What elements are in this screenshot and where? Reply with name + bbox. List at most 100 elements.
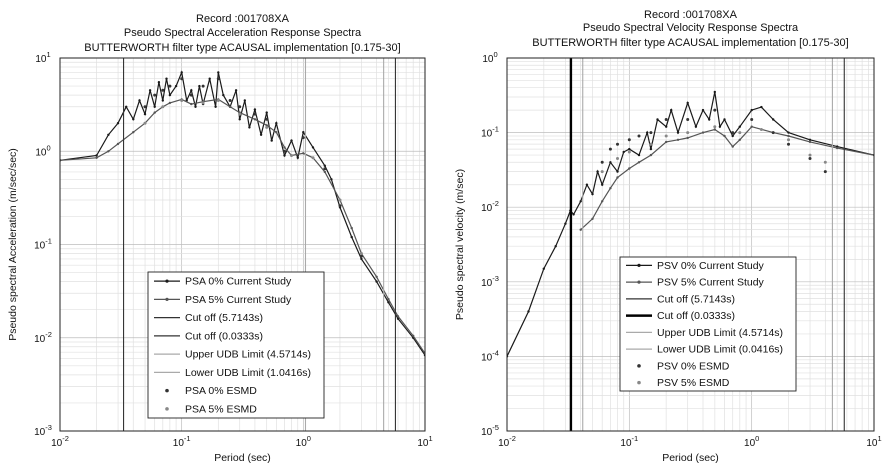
data-point <box>161 88 165 92</box>
data-point <box>165 77 168 80</box>
data-point <box>194 105 197 109</box>
data-point <box>338 198 342 202</box>
chart-1: Record :001708XA Pseudo Spectral Accelera… <box>7 13 433 464</box>
data-point <box>601 200 604 203</box>
data-point <box>646 131 649 134</box>
data-point <box>180 71 183 74</box>
data-point <box>601 183 604 186</box>
data-point <box>359 254 363 258</box>
data-point <box>301 136 305 140</box>
x-tick-label: 101 <box>417 434 432 449</box>
data-point <box>360 257 363 261</box>
series-7 <box>600 108 827 174</box>
data-point <box>95 154 98 157</box>
data-point <box>387 297 390 301</box>
data-point <box>787 138 790 142</box>
legend-entry: PSA 5% Current Study <box>154 294 292 306</box>
x-axis-label: Period (sec) <box>214 452 271 464</box>
legend: PSV 0% Current Study PSV 5% Current Study… <box>619 256 797 392</box>
data-point <box>222 93 225 97</box>
data-point <box>283 149 286 153</box>
chart-title-line: Record :001708XA <box>644 9 738 21</box>
data-point <box>265 124 268 127</box>
data-point <box>161 99 164 102</box>
data-point <box>808 153 812 157</box>
data-point <box>609 187 612 190</box>
legend-entry: Upper UDB Limit (4.5714s) <box>154 349 311 361</box>
data-point <box>608 147 612 151</box>
legend-entry: Upper UDB Limit (4.5714s) <box>626 327 783 339</box>
legend-swatch-dot <box>637 280 641 284</box>
series-line <box>580 126 874 231</box>
data-point <box>627 150 631 154</box>
x-tick-label: 100 <box>296 434 311 449</box>
data-point <box>216 77 220 81</box>
data-point <box>628 147 631 151</box>
x-tick-label: 100 <box>744 434 759 449</box>
data-point <box>208 77 211 80</box>
data-point <box>143 121 147 125</box>
legend-entry: PSA 0% ESMD <box>165 385 257 397</box>
data-point <box>527 310 530 313</box>
legend-label: Upper UDB Limit (4.5714s) <box>185 349 311 361</box>
data-point <box>168 84 172 88</box>
data-point <box>359 252 363 255</box>
data-point <box>670 108 673 112</box>
legend-label: PSA 5% Current Study <box>185 294 292 306</box>
legend-swatch <box>165 407 169 411</box>
data-point <box>95 156 98 159</box>
data-point <box>174 84 178 88</box>
x-tick-label: 10-1 <box>173 434 191 449</box>
legend-label: Lower UDB Limit (0.0416s) <box>657 344 783 356</box>
data-point <box>275 122 278 125</box>
data-point <box>283 154 286 157</box>
data-point <box>290 154 293 157</box>
data-point <box>676 131 680 134</box>
data-point <box>649 147 653 151</box>
data-point <box>731 131 735 135</box>
legend-label: Upper UDB Limit (4.5714s) <box>657 327 783 339</box>
data-point <box>616 157 619 160</box>
y-axis-label: Pseudo spectral velocity (m/sec) <box>454 169 466 320</box>
data-point <box>190 102 193 106</box>
y-tick-label: 101 <box>35 50 50 65</box>
y-tick-label: 10-1 <box>481 125 499 140</box>
data-point <box>265 111 268 114</box>
plot-frame <box>59 57 426 432</box>
data-point <box>148 89 152 92</box>
data-point <box>253 118 257 121</box>
data-point <box>296 156 299 159</box>
data-point <box>214 105 217 109</box>
y-tick-label: 10-4 <box>481 348 499 363</box>
data-point <box>596 170 599 173</box>
data-point <box>216 99 220 102</box>
chart-title-line: Record :001708XA <box>196 13 290 25</box>
data-point <box>665 140 668 144</box>
data-point <box>302 152 305 155</box>
data-point <box>723 134 726 138</box>
data-point <box>686 101 689 105</box>
data-point <box>579 200 582 203</box>
data-point <box>609 161 612 164</box>
data-point <box>302 131 305 134</box>
series-1 <box>60 70 425 357</box>
data-point <box>701 131 705 134</box>
data-point <box>153 111 156 114</box>
legend-label: Cut off (0.0333s) <box>657 310 735 322</box>
legend-entry: PSV 0% ESMD <box>637 360 730 372</box>
data-point <box>217 71 220 74</box>
legend-entry: PSA 5% ESMD <box>165 403 257 415</box>
legend-label: PSV 0% Current Study <box>657 260 765 272</box>
data-point <box>627 138 631 142</box>
data-point <box>591 217 594 220</box>
data-point <box>686 131 690 135</box>
data-point <box>622 150 625 154</box>
data-point <box>375 280 378 283</box>
data-point <box>168 101 172 105</box>
data-point <box>275 131 278 134</box>
data-point <box>649 131 653 135</box>
x-axis-label: Period (sec) <box>662 452 719 464</box>
data-point <box>375 275 378 278</box>
data-point <box>107 133 110 136</box>
data-point <box>554 245 557 248</box>
